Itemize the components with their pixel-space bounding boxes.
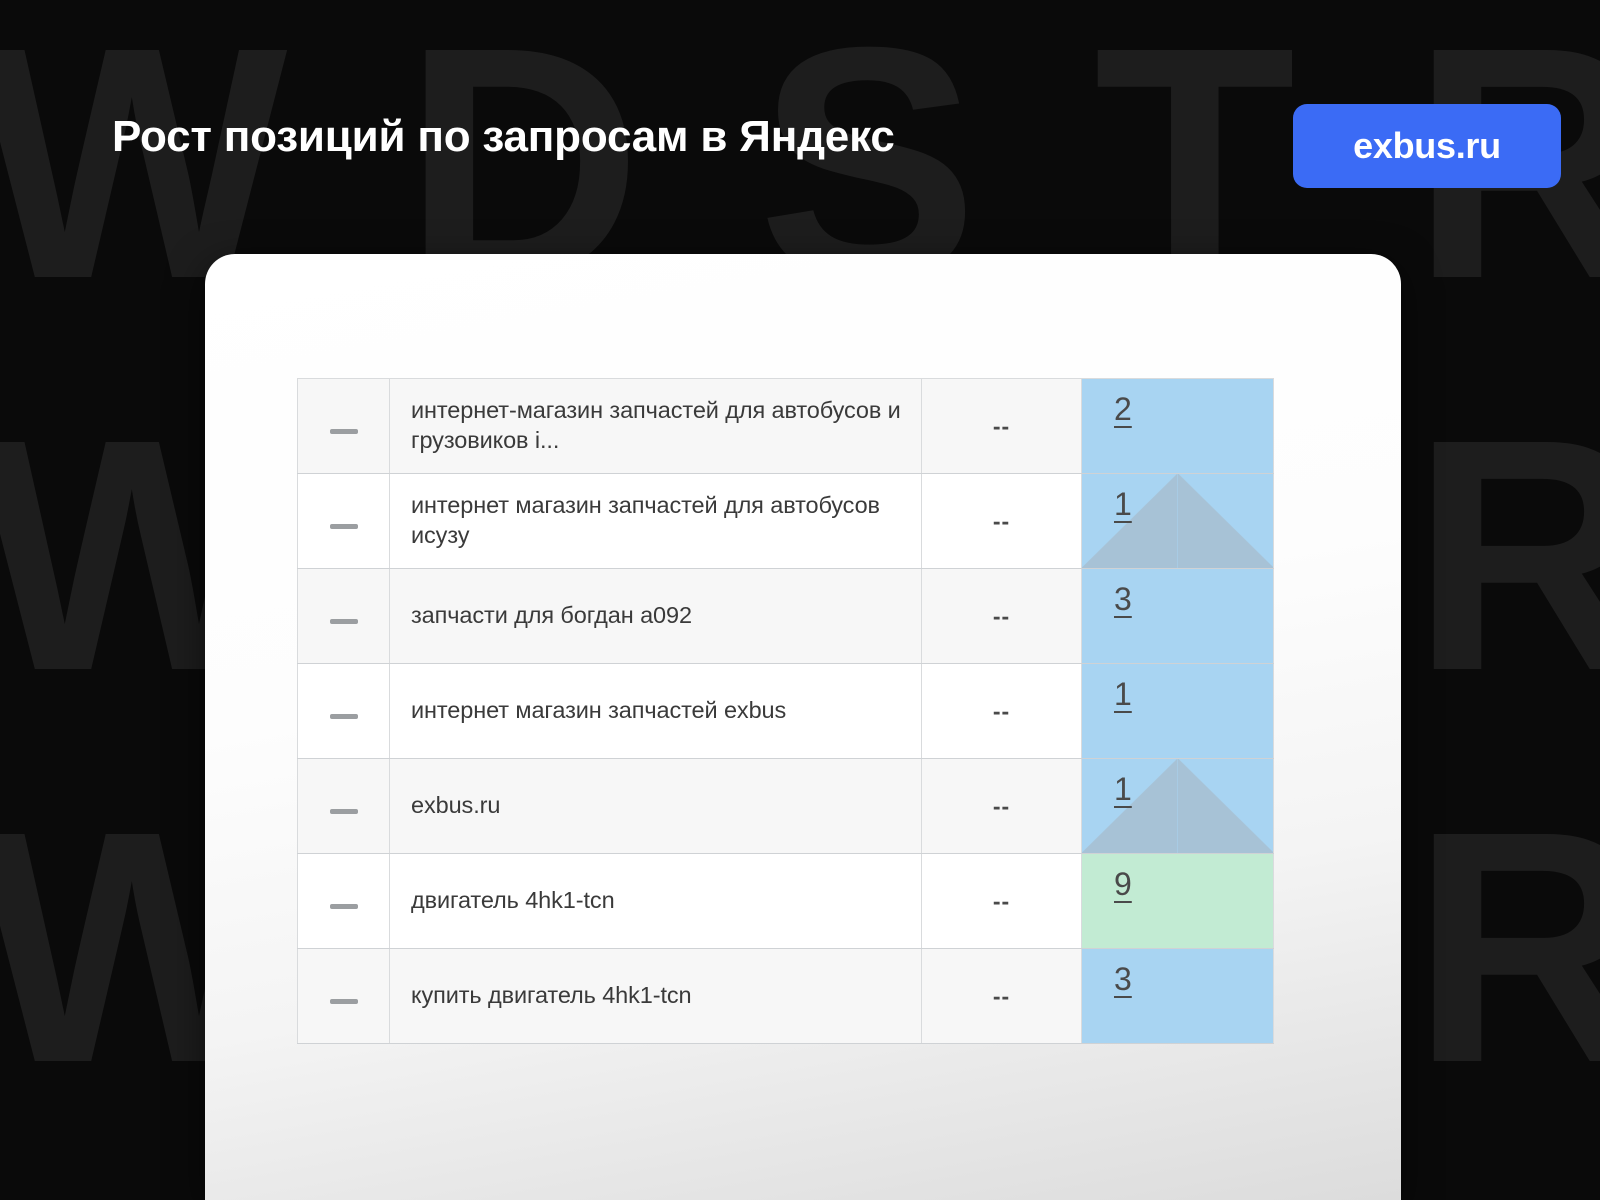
table-body: интернет-магазин запчастей для автобусов… [297, 378, 1274, 1044]
minus-icon [329, 713, 358, 719]
minus-icon [329, 428, 358, 434]
position-cell: 9 [1081, 853, 1274, 949]
dynamics-cell: -- [921, 378, 1082, 474]
query-cell: интернет-магазин запчастей для автобусов… [389, 378, 922, 474]
dynamics-cell: -- [921, 568, 1082, 664]
minus-icon [329, 808, 358, 814]
table-row[interactable]: купить двигатель 4hk1-tcn -- 3 [297, 948, 1274, 1044]
query-cell: интернет магазин запчастей для автобусов… [389, 473, 922, 569]
position-cell: 3 [1081, 948, 1274, 1044]
position-value-wrap: 1 [1082, 759, 1273, 853]
brand-badge[interactable]: exbus.ru [1293, 104, 1561, 188]
position-value-link[interactable]: 1 [1114, 676, 1132, 712]
query-cell: запчасти для богдан а092 [389, 568, 922, 664]
minus-icon [329, 523, 358, 529]
table-row[interactable]: exbus.ru -- 1 [297, 758, 1274, 854]
position-value-link[interactable]: 2 [1114, 391, 1132, 427]
page-header: Рост позиций по запросам в Яндекс exbus.… [0, 0, 1600, 250]
query-cell: двигатель 4hk1-tcn [389, 853, 922, 949]
row-marker-cell [297, 758, 390, 854]
dynamics-cell: -- [921, 853, 1082, 949]
minus-icon [329, 618, 358, 624]
dynamics-cell: -- [921, 758, 1082, 854]
row-marker-cell [297, 853, 390, 949]
keyword-positions-table: интернет-магазин запчастей для автобусов… [297, 378, 1274, 1044]
watermark-letter: R [1411, 370, 1600, 739]
position-value-wrap: 1 [1082, 474, 1273, 568]
page-title: Рост позиций по запросам в Яндекс [112, 112, 895, 161]
position-value-wrap: 2 [1082, 379, 1273, 473]
row-marker-cell [297, 568, 390, 664]
position-value-link[interactable]: 1 [1114, 486, 1132, 522]
query-cell: купить двигатель 4hk1-tcn [389, 948, 922, 1044]
dynamics-cell: -- [921, 473, 1082, 569]
brand-badge-label: exbus.ru [1353, 125, 1501, 166]
position-value-wrap: 9 [1082, 854, 1273, 948]
table-row[interactable]: интернет магазин запчастей для автобусов… [297, 473, 1274, 569]
position-cell: 1 [1081, 758, 1274, 854]
query-cell: exbus.ru [389, 758, 922, 854]
position-background [1082, 379, 1273, 473]
position-cell: 1 [1081, 473, 1274, 569]
position-background [1082, 949, 1273, 1043]
position-value-wrap: 3 [1082, 569, 1273, 663]
table-row[interactable]: двигатель 4hk1-tcn -- 9 [297, 853, 1274, 949]
position-cell: 3 [1081, 568, 1274, 664]
position-value-link[interactable]: 9 [1114, 866, 1132, 902]
table-row[interactable]: интернет магазин запчастей exbus -- 1 [297, 663, 1274, 759]
row-marker-cell [297, 473, 390, 569]
chevron-down-icon [1082, 759, 1273, 853]
position-value-wrap: 1 [1082, 664, 1273, 758]
chevron-down-icon [1082, 474, 1273, 568]
position-cell: 2 [1081, 378, 1274, 474]
dynamics-cell: -- [921, 948, 1082, 1044]
minus-icon [329, 998, 358, 1004]
position-value-link[interactable]: 1 [1114, 771, 1132, 807]
position-cell: 1 [1081, 663, 1274, 759]
watermark-letter: R [1411, 762, 1600, 1131]
position-background [1082, 664, 1273, 758]
position-value-link[interactable]: 3 [1114, 961, 1132, 997]
row-marker-cell [297, 378, 390, 474]
minus-icon [329, 903, 358, 909]
query-cell: интернет магазин запчастей exbus [389, 663, 922, 759]
row-marker-cell [297, 663, 390, 759]
table-row[interactable]: интернет-магазин запчастей для автобусов… [297, 378, 1274, 474]
position-background [1082, 854, 1273, 948]
position-background [1082, 569, 1273, 663]
position-value-link[interactable]: 3 [1114, 581, 1132, 617]
screenshot-card: интернет-магазин запчастей для автобусов… [205, 254, 1401, 1200]
row-marker-cell [297, 948, 390, 1044]
table-row[interactable]: запчасти для богдан а092 -- 3 [297, 568, 1274, 664]
position-value-wrap: 3 [1082, 949, 1273, 1043]
dynamics-cell: -- [921, 663, 1082, 759]
